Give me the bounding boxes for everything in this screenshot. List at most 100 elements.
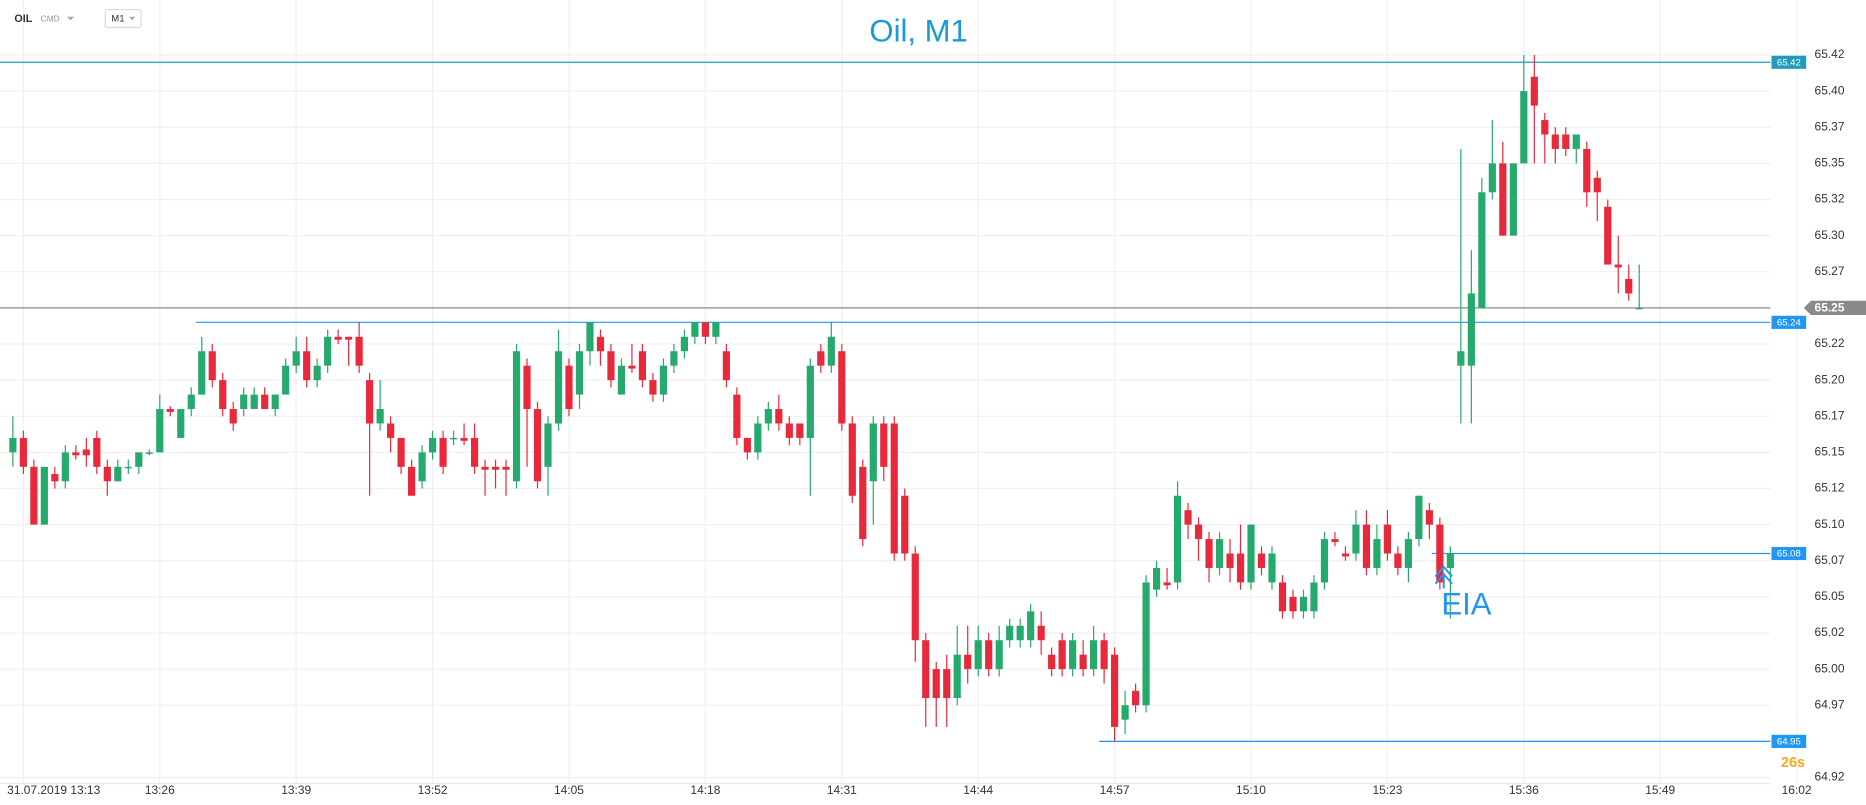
candle-body <box>586 322 594 352</box>
candle-body <box>491 466 500 470</box>
candle-body <box>659 365 668 395</box>
candle-body <box>1215 539 1224 568</box>
candle-body <box>859 466 867 540</box>
x-tick-label: 16:02 <box>1782 783 1812 797</box>
candle-body <box>355 336 363 366</box>
candle-body <box>1394 553 1402 568</box>
candle-body <box>1404 539 1412 568</box>
candle-body <box>1048 654 1056 670</box>
x-tick-label: 14:18 <box>690 783 720 797</box>
candle-body <box>30 466 38 525</box>
current-price-tag <box>1803 300 1866 316</box>
candle-body <box>964 654 972 670</box>
candle-body <box>607 351 615 381</box>
level-tag <box>1771 55 1807 69</box>
candle-body <box>1572 134 1580 149</box>
candle-body <box>1562 134 1570 149</box>
candle-body <box>1310 582 1318 612</box>
candle-body <box>1530 76 1538 106</box>
market[interactable]: CMD <box>41 13 60 23</box>
chart-title: Oil, M1 <box>869 14 967 49</box>
level-tag <box>1771 734 1807 748</box>
x-tick-label: 15:10 <box>1236 783 1266 797</box>
candle-body <box>145 452 153 454</box>
candle-body <box>61 452 69 482</box>
y-tick-label: 65.37 <box>1815 119 1845 133</box>
annotation-arrow <box>1434 565 1453 589</box>
candle-body <box>985 640 993 670</box>
candle-body <box>1467 293 1475 366</box>
candle-body <box>1352 524 1360 554</box>
candle-body <box>1635 307 1643 310</box>
candle-body <box>932 669 940 699</box>
candle-body <box>575 351 584 395</box>
candle-body <box>1593 177 1601 193</box>
candle-body <box>1173 495 1182 583</box>
level-tag <box>1771 546 1807 561</box>
y-tick-label: 65.42 <box>1815 47 1845 61</box>
x-tick-label: 14:44 <box>963 783 993 797</box>
x-tick-label: 13:39 <box>281 783 311 797</box>
x-tick-label: 14:57 <box>1100 783 1130 797</box>
candle-body <box>1373 539 1381 568</box>
y-tick-label: 65.30 <box>1815 228 1845 242</box>
candle-body <box>1425 510 1433 525</box>
candle-body <box>334 336 342 340</box>
candle-body <box>282 365 290 395</box>
y-tick-label: 65.05 <box>1815 589 1845 603</box>
candle-body <box>1541 120 1549 135</box>
interval-box[interactable] <box>104 8 142 29</box>
candle-body <box>649 380 657 395</box>
y-tick-label: 65.02 <box>1815 625 1845 639</box>
candle-body <box>1625 278 1633 294</box>
candle-body <box>838 351 846 424</box>
candle-body <box>40 466 48 525</box>
y-tick-label: 65.15 <box>1815 445 1845 459</box>
candle-body <box>460 437 468 441</box>
interval-arrow[interactable] <box>129 16 136 21</box>
candle-body <box>638 351 647 381</box>
candle-body <box>953 654 961 699</box>
candle-body <box>271 394 279 410</box>
candle-body <box>922 640 930 699</box>
x-tick-label: 13:52 <box>418 783 448 797</box>
candle-body <box>1289 596 1297 612</box>
candle-body <box>324 336 332 366</box>
candle-body <box>911 553 919 641</box>
candle-body <box>366 380 374 424</box>
countdown: 26s <box>1781 755 1805 771</box>
candle-body <box>1415 495 1423 540</box>
y-tick-label: 65.17 <box>1815 408 1845 422</box>
symbol[interactable]: OIL <box>14 13 32 25</box>
candle-body <box>387 423 395 438</box>
candle-body <box>303 351 311 381</box>
interval[interactable]: M1 <box>111 14 124 25</box>
candle-body <box>208 351 216 381</box>
candle-body <box>733 394 741 438</box>
candle-body <box>51 474 59 482</box>
candle-body <box>901 495 909 554</box>
level-tag-label: 65.24 <box>1777 317 1802 328</box>
candle-body <box>1299 596 1308 612</box>
candle-body <box>166 409 174 412</box>
candle-body <box>439 437 447 467</box>
x-tick-label: 15:49 <box>1645 783 1675 797</box>
candle-body <box>1037 625 1045 641</box>
y-tick-label: 65.40 <box>1815 83 1845 97</box>
candle-body <box>743 437 751 453</box>
dropdown-arrow[interactable] <box>66 16 75 21</box>
level-tag-label: 64.95 <box>1777 736 1801 747</box>
y-tick-label: 65.20 <box>1815 372 1845 386</box>
x-tick-label: 15:36 <box>1509 783 1539 797</box>
candle-body <box>974 640 982 670</box>
candle-body <box>261 394 269 410</box>
candle-body <box>9 437 17 453</box>
candle-body <box>219 380 227 410</box>
candle-body <box>869 423 877 482</box>
candle-body <box>1163 582 1171 586</box>
candle-body <box>1436 524 1444 583</box>
candle-body <box>544 423 552 467</box>
levels <box>0 61 1771 742</box>
